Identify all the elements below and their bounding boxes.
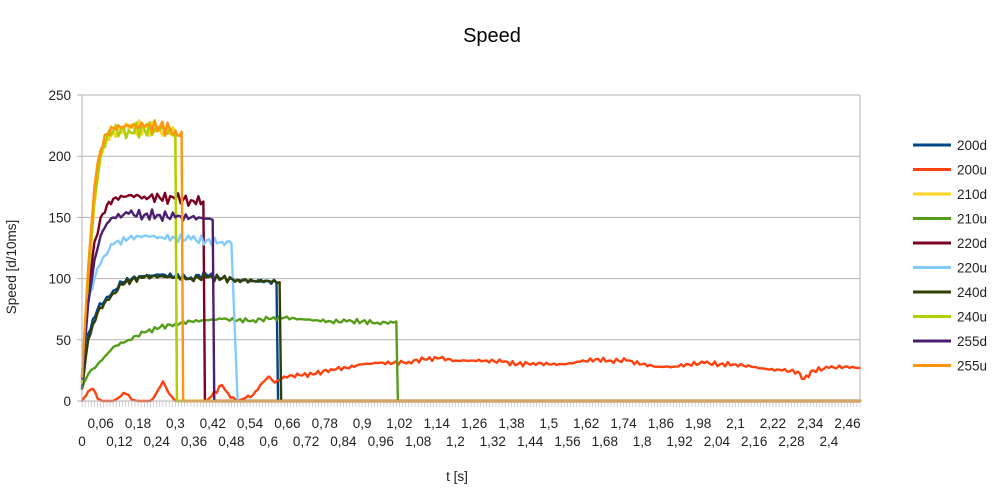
x-tick-label: 1,56: [554, 434, 580, 449]
x-tick-label: 0,18: [125, 416, 151, 431]
series-line-240u: [80, 121, 862, 403]
x-tick-label: 2,16: [741, 434, 767, 449]
data-series: [80, 119, 862, 403]
x-tick-label: 0,6: [259, 434, 278, 449]
x-tick-label: 0,36: [181, 434, 207, 449]
series-line-200d: [80, 270, 862, 403]
x-tick-labels: 0,06 0,18 0,3 0,42 0,54 0,66 0,78 0,9 1,02 1,14 1,…: [78, 416, 860, 449]
x-tick-label: 1,44: [517, 434, 544, 449]
series-line-200u: [80, 355, 862, 403]
x-tick-label: 0,72: [293, 434, 319, 449]
series-line-240d: [80, 272, 862, 403]
x-tick-label: 2,28: [778, 434, 804, 449]
legend-label-255u: 255u: [957, 359, 987, 374]
legend-label-200u: 200u: [957, 163, 987, 178]
series-line-255u: [80, 119, 862, 403]
x-tick-label: 0: [78, 434, 86, 449]
legend-label-220d: 220d: [957, 236, 987, 251]
x-tick-label: 0,3: [166, 416, 185, 431]
x-tick-label: 1,8: [633, 434, 652, 449]
chart-title: Speed: [463, 25, 521, 47]
x-tick-label: 2,46: [834, 416, 860, 431]
x-tick-label: 0,54: [237, 416, 264, 431]
x-tick-label: 1,92: [666, 434, 692, 449]
series-line-220d: [80, 191, 862, 403]
legend-label-210d: 210d: [957, 187, 987, 202]
x-tick-label: 0,12: [106, 434, 132, 449]
x-tick-label: 1,98: [685, 416, 711, 431]
x-tick-label: 2,1: [726, 416, 745, 431]
series-line-255d: [80, 208, 862, 403]
y-axis-label: Speed [d/10ms]: [4, 220, 19, 315]
y-tick-labels: 0 50 100 150 200 250: [48, 88, 71, 409]
y-tick-label: 250: [48, 88, 71, 103]
x-tick-label: 1,08: [405, 434, 431, 449]
x-tick-label: 1,26: [461, 416, 487, 431]
x-tick-label: 1,38: [498, 416, 524, 431]
x-tick-label: 1,02: [386, 416, 412, 431]
x-tick-label: 2,4: [819, 434, 838, 449]
series-line-220u: [80, 233, 862, 403]
y-tick-label: 100: [48, 272, 71, 287]
x-tick-label: 0,42: [200, 416, 226, 431]
y-tick-label: 200: [48, 149, 71, 164]
x-tick-label: 2,34: [797, 416, 824, 431]
x-tick-label: 2,22: [760, 416, 786, 431]
legend-label-240d: 240d: [957, 285, 987, 300]
x-tick-label: 0,78: [312, 416, 338, 431]
legend-label-220u: 220u: [957, 261, 987, 276]
x-tick-label: 0,66: [274, 416, 300, 431]
x-tick-label: 1,86: [648, 416, 674, 431]
x-tick-label: 1,2: [446, 434, 465, 449]
y-tick-label: 150: [48, 210, 71, 225]
x-tick-label: 1,68: [592, 434, 618, 449]
x-tick-label: 2,04: [704, 434, 731, 449]
x-axis-label: t [s]: [446, 469, 468, 484]
y-tick-label: 50: [56, 333, 71, 348]
legend: 200d 200u 210d 210u 220d 220u 240d 240u 255d 255u: [913, 138, 987, 374]
series-line-210u: [80, 315, 862, 403]
x-tick-label: 0,9: [353, 416, 372, 431]
x-tick-label: 0,84: [330, 434, 357, 449]
x-tick-label: 1,32: [480, 434, 506, 449]
x-tick-label: 1,5: [539, 416, 558, 431]
x-tick-label: 1,62: [573, 416, 599, 431]
series-line-210d: [80, 119, 862, 403]
x-tick-label: 1,14: [424, 416, 451, 431]
x-tick-label: 0,96: [368, 434, 394, 449]
y-tick-label: 0: [63, 394, 71, 409]
legend-label-210u: 210u: [957, 212, 987, 227]
legend-label-255d: 255d: [957, 334, 987, 349]
x-tick-label: 1,74: [610, 416, 637, 431]
x-tick-label: 0,48: [218, 434, 244, 449]
x-tick-label: 0,24: [144, 434, 171, 449]
axes: [77, 94, 861, 407]
legend-label-240u: 240u: [957, 310, 987, 325]
legend-label-200d: 200d: [957, 138, 987, 153]
x-tick-label: 0,06: [88, 416, 114, 431]
